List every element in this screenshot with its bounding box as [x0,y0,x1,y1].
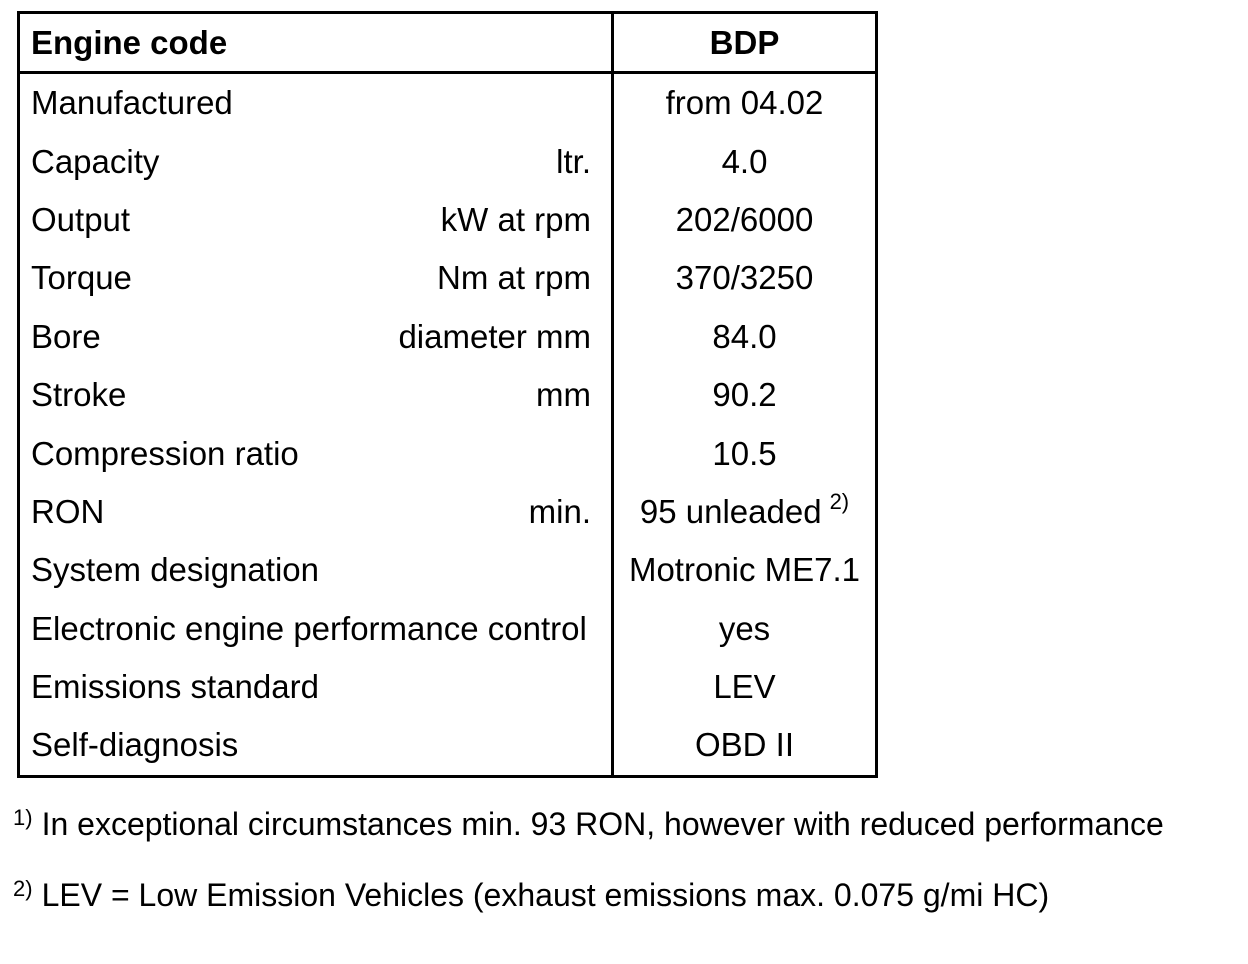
table-row: Bore diameter mm 84.0 [20,307,875,366]
footnote-text: LEV = Low Emission Vehicles (exhaust emi… [41,877,1050,913]
row-label: Bore [31,317,101,355]
row-label-cell: Torque Nm at rpm [20,249,611,307]
footnote: 2) LEV = Low Emission Vehicles (exhaust e… [13,876,1164,914]
table-body: Manufactured from 04.02 Capacity ltr. 4.… [20,74,875,775]
row-label-cell: Bore diameter mm [20,308,611,366]
table-row: Emissions standard LEV [20,657,875,717]
row-unit: mm [536,376,591,414]
row-value-cell: 10.5 [611,424,875,483]
footnotes: 1) In exceptional circumstances min. 93 R… [13,805,1164,948]
row-label-cell: System designation [20,541,611,599]
table-row: System designation Motronic ME7.1 [20,541,875,600]
row-value-cell: OBD II [611,716,875,775]
row-value: from 04.02 [665,84,824,122]
row-label: Manufactured [31,84,233,122]
row-value-cell: 4.0 [611,132,875,191]
row-value-cell: 202/6000 [611,190,875,250]
footnote-marker: 1) [13,805,33,830]
row-label-cell: Manufactured [20,74,611,132]
row-value: 202/6000 [675,200,814,238]
row-value-cell: from 04.02 [611,74,875,133]
row-unit: ltr. [556,142,591,180]
footnote-marker: 2) [13,876,33,901]
footnote-text: In exceptional circumstances min. 93 RON… [41,806,1164,842]
table-row: Manufactured from 04.02 [20,74,875,133]
row-unit: diameter mm [398,317,591,355]
header-value: BDP [709,23,780,61]
row-label-cell: Emissions standard [20,658,611,716]
row-label: Electronic engine performance control [31,609,587,647]
row-unit: min. [528,492,591,530]
row-value-cell: Motronic ME7.1 [611,541,875,600]
table-header-row: Engine code BDP [20,14,875,74]
table-row: Electronic engine performance control ye… [20,599,875,658]
row-value: LEV [713,668,776,706]
table-row: Torque Nm at rpm 370/3250 [20,249,875,308]
row-label-cell: Stroke mm [20,366,611,424]
row-unit: kW at rpm [440,200,591,238]
row-value-cell: 84.0 [611,307,875,366]
row-label: Torque [31,259,132,297]
row-label: RON [31,492,105,530]
row-value: yes [718,609,771,647]
header-value-cell: BDP [611,14,875,71]
row-label: Capacity [31,142,160,180]
header-label: Engine code [31,23,228,61]
row-value: Motronic ME7.1 [628,551,861,589]
row-label: Self-diagnosis [31,726,239,764]
row-value-cell: yes [611,599,875,658]
row-unit: Nm at rpm [436,259,591,297]
header-label-cell: Engine code [20,14,611,71]
table-row: Stroke mm 90.2 [20,365,875,425]
engine-spec-table: Engine code BDP Manufactured from 04.02 … [17,11,878,778]
row-label: System designation [31,551,319,589]
row-value-cell: 90.2 [611,365,875,425]
table-row: Self-diagnosis OBD II [20,716,875,775]
table-row: RON min. 95 unleaded 2) [20,482,875,542]
row-value: 370/3250 [675,259,814,297]
row-value-superscript: 2) [829,488,850,514]
row-value: 90.2 [712,376,777,414]
table-row: Capacity ltr. 4.0 [20,132,875,191]
row-value-cell: 370/3250 [611,249,875,308]
row-label: Compression ratio [31,434,299,472]
row-label-cell: Capacity ltr. [20,132,611,190]
table-row: Compression ratio 10.5 [20,424,875,483]
row-value: 4.0 [721,142,768,180]
table-row: Output kW at rpm 202/6000 [20,190,875,250]
row-value: OBD II [694,726,795,764]
row-value-cell: 95 unleaded 2) [611,482,875,542]
footnote: 1) In exceptional circumstances min. 93 R… [13,805,1164,843]
row-label-cell: Self-diagnosis [20,716,611,774]
row-label: Stroke [31,376,127,414]
row-label-cell: Output kW at rpm [20,191,611,249]
row-label-cell: Electronic engine performance control [20,600,611,658]
row-label-cell: RON min. [20,483,611,541]
row-label: Output [31,200,131,238]
row-value: 84.0 [712,317,777,355]
row-value: 10.5 [712,434,777,472]
row-value-cell: LEV [611,657,875,717]
row-value: 95 unleaded [639,492,822,530]
row-label: Emissions standard [31,668,319,706]
row-label-cell: Compression ratio [20,424,611,482]
